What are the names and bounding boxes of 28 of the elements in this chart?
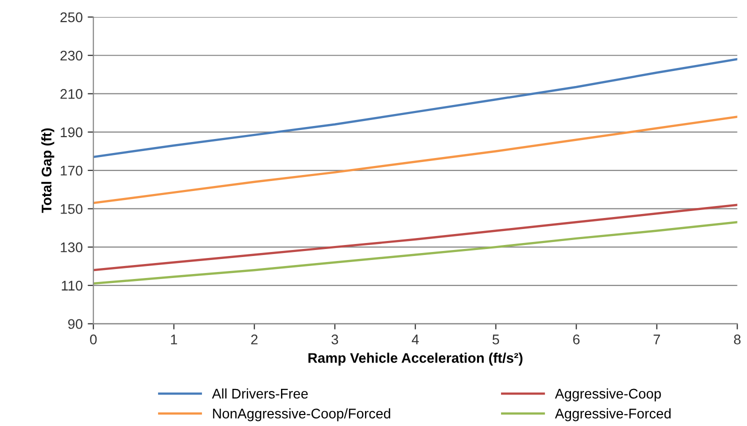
y-tick-label: 210 <box>60 89 82 99</box>
x-tick-label: 6 <box>573 334 580 344</box>
x-tick-label: 7 <box>654 334 660 344</box>
y-tick-label: 90 <box>68 319 82 329</box>
x-tick-label: 2 <box>251 334 258 344</box>
x-tick-label: 8 <box>734 334 741 344</box>
x-tick-label: 0 <box>90 334 97 344</box>
x-tick-label: 4 <box>412 334 419 344</box>
line-series <box>93 116 738 204</box>
x-tick-label: 3 <box>332 334 338 344</box>
line-series <box>93 204 738 272</box>
y-tick-label: 110 <box>62 280 82 291</box>
y-axis-title: Total Gap (ft) <box>41 128 54 213</box>
x-tick-label: 5 <box>492 334 500 344</box>
y-tick-label: 230 <box>60 50 82 61</box>
y-tick-label: 150 <box>60 204 82 214</box>
line-series <box>93 221 738 285</box>
y-tick-label: 170 <box>60 166 82 176</box>
legend-label: NonAggressive-Coop/Forced <box>213 408 390 422</box>
line-series <box>93 58 738 158</box>
x-tick-label: 1 <box>171 334 178 344</box>
y-tick-label: 190 <box>60 127 82 138</box>
legend-label: Aggressive-Forced <box>554 408 671 422</box>
legend-label: Aggressive-Coop <box>554 388 661 402</box>
y-tick-label: 130 <box>60 242 82 252</box>
y-tick-label: 250 <box>60 12 82 22</box>
x-axis-title: Ramp Vehicle Acceleration (ft/s²) <box>308 352 522 366</box>
legend-label: All Drivers-Free <box>212 388 308 399</box>
